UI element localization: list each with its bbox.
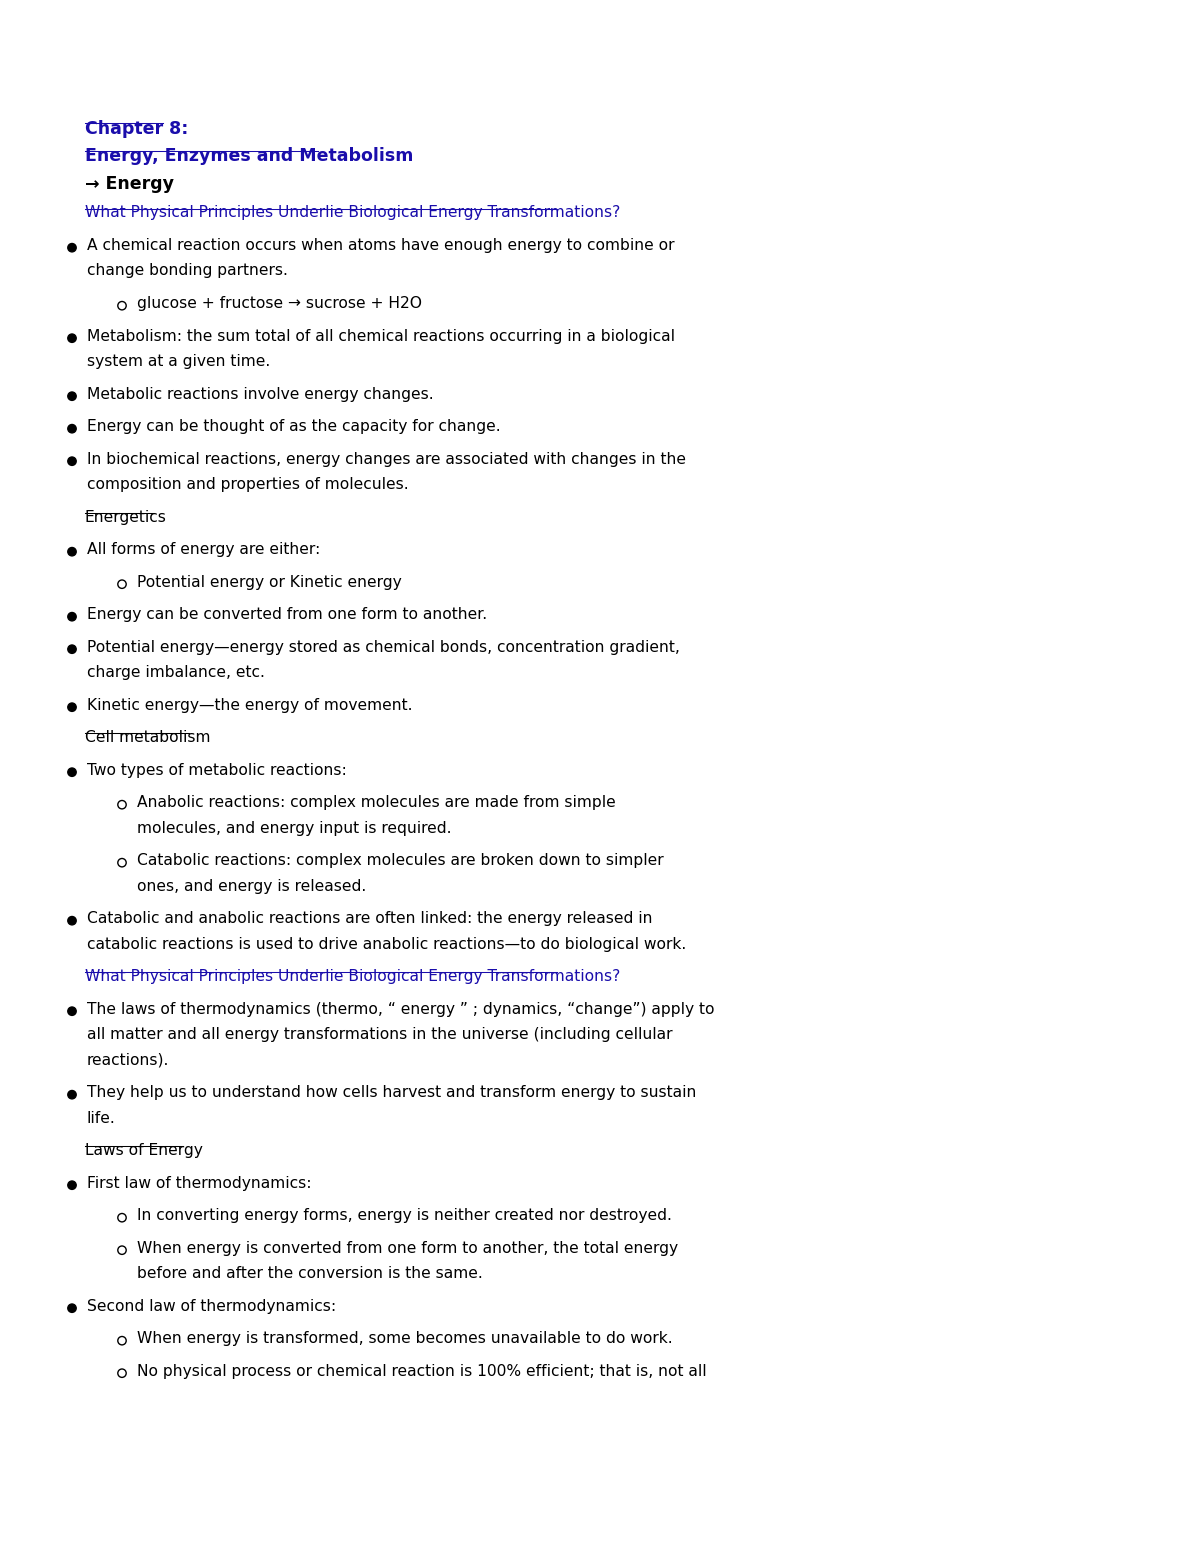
Text: life.: life. xyxy=(88,1110,115,1126)
Text: When energy is transformed, some becomes unavailable to do work.: When energy is transformed, some becomes… xyxy=(137,1331,673,1346)
Circle shape xyxy=(67,1006,77,1016)
Circle shape xyxy=(67,769,77,776)
Text: before and after the conversion is the same.: before and after the conversion is the s… xyxy=(137,1266,482,1281)
Text: When energy is converted from one form to another, the total energy: When energy is converted from one form t… xyxy=(137,1241,678,1255)
Text: Laws of Energy: Laws of Energy xyxy=(85,1143,203,1159)
Text: system at a given time.: system at a given time. xyxy=(88,354,270,370)
Circle shape xyxy=(67,334,77,342)
Text: → Energy: → Energy xyxy=(85,175,174,193)
Text: Kinetic energy—the energy of movement.: Kinetic energy—the energy of movement. xyxy=(88,697,413,713)
Text: Metabolism: the sum total of all chemical reactions occurring in a biological: Metabolism: the sum total of all chemica… xyxy=(88,329,674,343)
Text: Cell metabolism: Cell metabolism xyxy=(85,730,210,745)
Circle shape xyxy=(67,391,77,401)
Circle shape xyxy=(67,244,77,252)
Text: Anabolic reactions: complex molecules are made from simple: Anabolic reactions: complex molecules ar… xyxy=(137,795,616,811)
Text: Two types of metabolic reactions:: Two types of metabolic reactions: xyxy=(88,763,347,778)
Circle shape xyxy=(67,548,77,556)
Circle shape xyxy=(67,1180,77,1190)
Text: They help us to understand how cells harvest and transform energy to sustain: They help us to understand how cells har… xyxy=(88,1086,696,1100)
Text: ones, and energy is released.: ones, and energy is released. xyxy=(137,879,366,893)
Circle shape xyxy=(67,1090,77,1100)
Text: Energy can be thought of as the capacity for change.: Energy can be thought of as the capacity… xyxy=(88,419,500,433)
Circle shape xyxy=(67,457,77,466)
Text: Energetics: Energetics xyxy=(85,509,167,525)
Text: In biochemical reactions, energy changes are associated with changes in the: In biochemical reactions, energy changes… xyxy=(88,452,686,466)
Text: Energy, Enzymes and Metabolism: Energy, Enzymes and Metabolism xyxy=(85,148,413,166)
Circle shape xyxy=(67,704,77,711)
Text: No physical process or chemical reaction is 100% efficient; that is, not all: No physical process or chemical reaction… xyxy=(137,1364,707,1379)
Text: A chemical reaction occurs when atoms have enough energy to combine or: A chemical reaction occurs when atoms ha… xyxy=(88,238,674,253)
Text: Energy can be converted from one form to another.: Energy can be converted from one form to… xyxy=(88,607,487,623)
Circle shape xyxy=(67,644,77,654)
Text: reactions).: reactions). xyxy=(88,1053,169,1067)
Text: Metabolic reactions involve energy changes.: Metabolic reactions involve energy chang… xyxy=(88,387,433,402)
Circle shape xyxy=(67,424,77,433)
Circle shape xyxy=(67,612,77,621)
Text: all matter and all energy transformations in the universe (including cellular: all matter and all energy transformation… xyxy=(88,1027,672,1042)
Text: Catabolic and anabolic reactions are often linked: the energy released in: Catabolic and anabolic reactions are oft… xyxy=(88,912,653,926)
Text: In converting energy forms, energy is neither created nor destroyed.: In converting energy forms, energy is ne… xyxy=(137,1208,672,1224)
Text: charge imbalance, etc.: charge imbalance, etc. xyxy=(88,665,265,680)
Text: First law of thermodynamics:: First law of thermodynamics: xyxy=(88,1176,312,1191)
Text: Second law of thermodynamics:: Second law of thermodynamics: xyxy=(88,1298,336,1314)
Circle shape xyxy=(67,1305,77,1312)
Text: Chapter 8:: Chapter 8: xyxy=(85,120,188,138)
Text: What Physical Principles Underlie Biological Energy Transformations?: What Physical Principles Underlie Biolog… xyxy=(85,969,620,985)
Text: glucose + fructose → sucrose + H2O: glucose + fructose → sucrose + H2O xyxy=(137,297,422,311)
Text: Potential energy or Kinetic energy: Potential energy or Kinetic energy xyxy=(137,575,402,590)
Circle shape xyxy=(67,916,77,926)
Text: composition and properties of molecules.: composition and properties of molecules. xyxy=(88,477,409,492)
Text: molecules, and energy input is required.: molecules, and energy input is required. xyxy=(137,820,451,836)
Text: change bonding partners.: change bonding partners. xyxy=(88,264,288,278)
Text: catabolic reactions is used to drive anabolic reactions—to do biological work.: catabolic reactions is used to drive ana… xyxy=(88,936,686,952)
Text: Potential energy—energy stored as chemical bonds, concentration gradient,: Potential energy—energy stored as chemic… xyxy=(88,640,680,654)
Text: All forms of energy are either:: All forms of energy are either: xyxy=(88,542,320,558)
Text: Catabolic reactions: complex molecules are broken down to simpler: Catabolic reactions: complex molecules a… xyxy=(137,853,664,868)
Text: The laws of thermodynamics (thermo, “ energy ” ; dynamics, “change”) apply to: The laws of thermodynamics (thermo, “ en… xyxy=(88,1002,714,1017)
Text: What Physical Principles Underlie Biological Energy Transformations?: What Physical Principles Underlie Biolog… xyxy=(85,205,620,221)
